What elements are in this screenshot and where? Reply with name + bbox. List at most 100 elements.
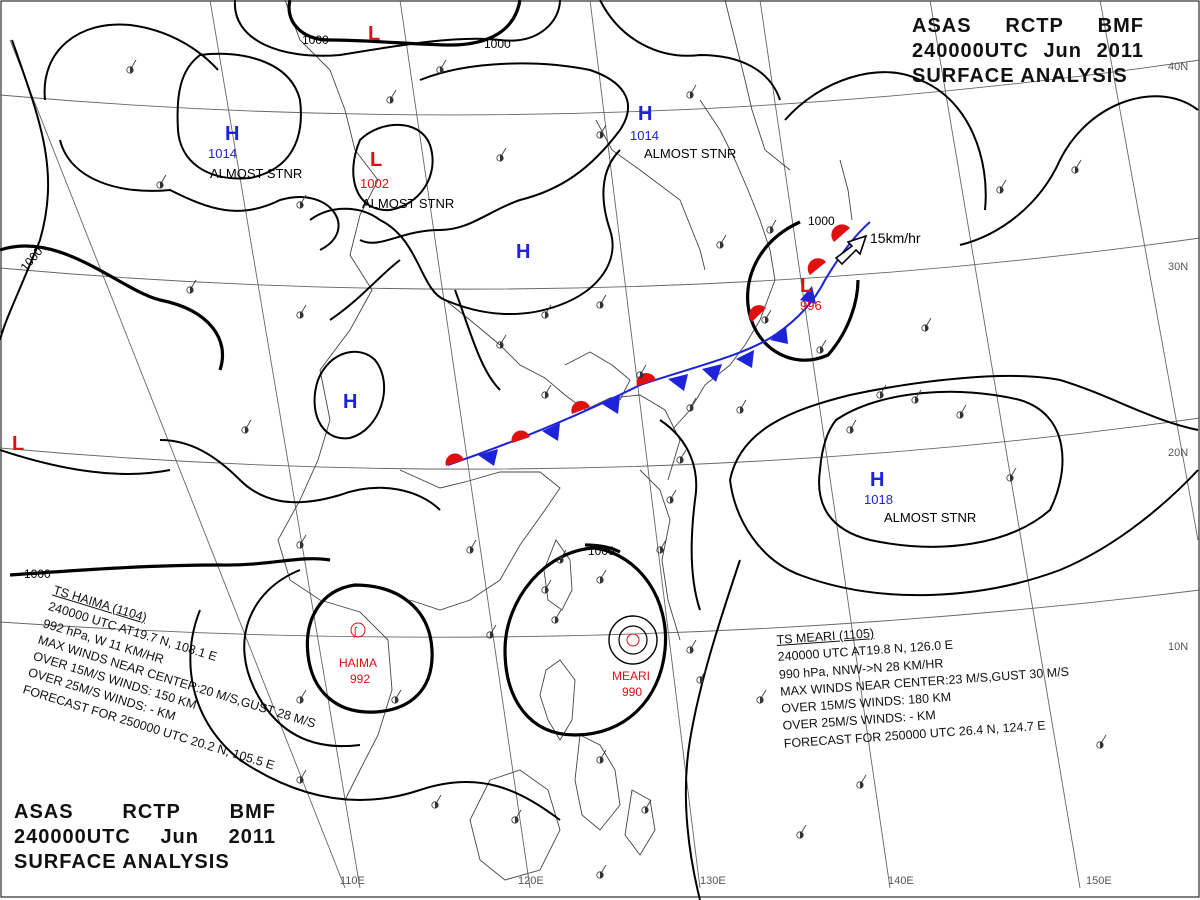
wind-barb-icon: [599, 749, 607, 761]
wind-barb-icon: [599, 124, 607, 136]
low-center-marker: L: [800, 275, 812, 297]
longitude-label: 140E: [888, 875, 914, 887]
low-center-marker: L: [370, 149, 382, 171]
latitude-label: 10N: [1168, 641, 1188, 653]
wind-barb-icon: [1099, 734, 1107, 746]
wind-barb-icon: [599, 864, 607, 876]
header-month: Jun: [1043, 40, 1082, 62]
wind-barb-icon: [1074, 159, 1082, 171]
high-center-marker: H: [870, 469, 884, 491]
wind-barb-icon: [544, 304, 552, 316]
wind-barb-icon: [299, 304, 307, 316]
wind-barb-icon: [554, 609, 562, 621]
weather-front: [445, 221, 871, 466]
wind-barb-icon: [1009, 467, 1017, 479]
wind-barb-icon: [799, 824, 807, 836]
wind-barb-icon: [389, 89, 397, 101]
pressure-centers: H 1014 ALMOST STNR L 1002 ALMOST STNR H …: [12, 23, 976, 525]
typhoon-pressure: 990: [622, 685, 642, 699]
high-center-marker: H: [225, 123, 239, 145]
low-center-value: 996: [800, 298, 822, 313]
typhoon-haima: ʃ HAIMA 992: [339, 622, 377, 686]
wind-barb-icon: [159, 174, 167, 186]
wind-barb-icon: [189, 279, 197, 291]
wind-barb-icon: [299, 194, 307, 206]
chart-header-bottom: ASAS RCTP BMF 240000UTC Jun 2011 SURFACE…: [14, 800, 276, 875]
wind-barb-icon: [739, 399, 747, 411]
wind-barb-icon: [299, 769, 307, 781]
wind-barb-icon: [299, 689, 307, 701]
latitude-label: 30N: [1168, 261, 1188, 273]
longitude-label: 150E: [1086, 875, 1112, 887]
wind-barb-icon: [859, 774, 867, 786]
wind-barb-icon: [999, 179, 1007, 191]
wind-barb-icon: [764, 309, 772, 321]
center-note: ALMOST STNR: [644, 146, 736, 161]
motion-speed-label: 15km/hr: [870, 230, 921, 246]
high-center-value: 1014: [630, 128, 659, 143]
high-center-value: 1014: [208, 146, 237, 161]
wind-barb-icon: [769, 219, 777, 231]
wind-barb-icon: [924, 317, 932, 329]
wind-barb-icon: [689, 397, 697, 409]
header-agency: ASAS: [14, 801, 74, 823]
center-note: ALMOST STNR: [884, 510, 976, 525]
isobar-label: 1000: [588, 544, 615, 558]
wind-barb-icon: [819, 339, 827, 351]
isobar-label: 1000: [808, 214, 835, 228]
wind-barb-icon: [659, 539, 667, 551]
wind-barb-icon: [759, 689, 767, 701]
wind-barb-icon: [394, 689, 402, 701]
longitude-label: 110E: [340, 875, 365, 887]
isobar-label: 1000: [302, 33, 329, 47]
storm-bulletin-meari: TS MEARI (1105) 240000 UTC AT19.8 N, 126…: [776, 612, 1073, 753]
station-plots: [126, 59, 1107, 879]
latitude-label: 20N: [1168, 447, 1188, 459]
center-note: ALMOST STNR: [362, 196, 454, 211]
wind-barb-icon: [644, 799, 652, 811]
wind-barb-icon: [439, 59, 447, 71]
motion-arrow-icon: [834, 234, 868, 266]
wind-barb-icon: [699, 669, 707, 681]
wind-barb-icon: [689, 84, 697, 96]
wind-barb-icon: [514, 809, 522, 821]
latitude-label: 40N: [1168, 61, 1188, 73]
wind-barb-icon: [499, 334, 507, 346]
typhoon-meari: MEARI 990: [608, 615, 658, 699]
wind-barb-icon: [879, 384, 887, 396]
header-month: Jun: [160, 826, 199, 848]
wind-barb-icon: [719, 234, 727, 246]
high-center-marker: H: [638, 103, 652, 125]
typhoon-pressure: 992: [350, 672, 370, 686]
typhoon-name: MEARI: [612, 669, 650, 683]
wind-barb-icon: [434, 794, 442, 806]
low-center-value: 1002: [360, 176, 389, 191]
coastlines: [277, 0, 853, 881]
header-station: RCTP: [122, 801, 181, 823]
latitude-labels: 40N 30N 20N 10N: [1168, 61, 1188, 653]
wind-barb-icon: [559, 549, 567, 561]
wind-barb-icon: [669, 489, 677, 501]
svg-text:ʃ: ʃ: [353, 626, 358, 638]
wind-barb-icon: [544, 579, 552, 591]
header-year: 2011: [1096, 40, 1144, 62]
high-center-value: 1018: [864, 492, 893, 507]
low-center-marker: L: [12, 433, 24, 455]
longitude-label: 120E: [518, 875, 544, 887]
isobar-label: 1000: [484, 37, 511, 51]
warm-front-segments: [445, 224, 850, 466]
center-note: ALMOST STNR: [210, 166, 302, 181]
wind-barb-icon: [244, 419, 252, 431]
chart-header-top: ASAS RCTP BMF 240000UTC Jun 2011 SURFACE…: [912, 14, 1144, 89]
longitude-labels: 110E 120E 130E 140E 150E: [340, 875, 1112, 887]
cold-front-segments: [478, 286, 816, 466]
isobars-1000: [0, 0, 860, 737]
header-title: SURFACE ANALYSIS: [14, 851, 230, 873]
wind-barb-icon: [599, 294, 607, 306]
high-center-marker: H: [343, 391, 357, 413]
longitude-label: 130E: [700, 875, 726, 887]
isobar-label: 1000: [24, 567, 51, 581]
wind-barb-icon: [959, 404, 967, 416]
header-code: BMF: [1097, 15, 1144, 37]
